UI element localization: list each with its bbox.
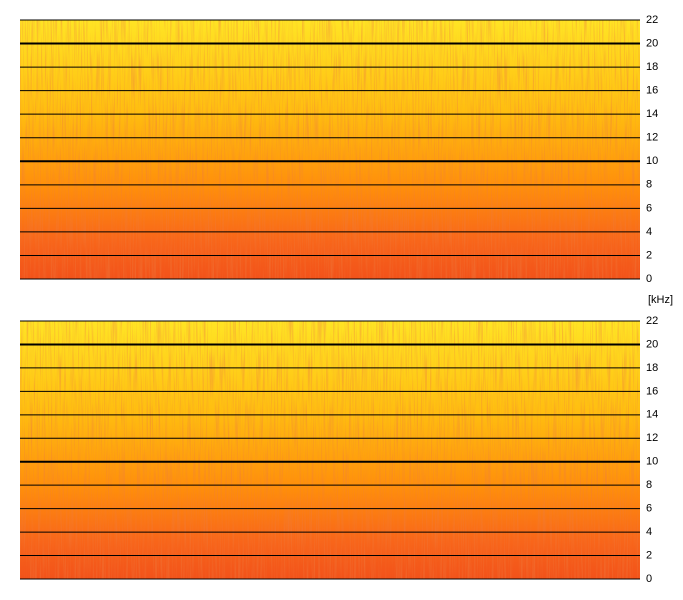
y-tick-label: 2 bbox=[646, 549, 652, 561]
spectrogram-texture bbox=[20, 321, 640, 579]
y-tick-label: 14 bbox=[646, 409, 658, 421]
y-tick-label: 0 bbox=[646, 273, 652, 285]
y-tick-label: 10 bbox=[646, 456, 658, 468]
y-tick-label: 4 bbox=[646, 226, 652, 238]
y-tick-label: 18 bbox=[646, 61, 658, 73]
y-tick-label: 22 bbox=[646, 14, 658, 26]
y-tick-label: 14 bbox=[646, 108, 658, 120]
y-tick-label: 6 bbox=[646, 503, 652, 515]
y-tick-label: 8 bbox=[646, 479, 652, 491]
y-tick-label: 10 bbox=[646, 155, 658, 167]
y-axis-label: [kHz] bbox=[648, 294, 673, 306]
y-tick-label: 12 bbox=[646, 132, 658, 144]
y-tick-label: 16 bbox=[646, 85, 658, 97]
spectrogram-texture bbox=[20, 20, 640, 279]
y-tick-label: 12 bbox=[646, 432, 658, 444]
y-tick-label: 8 bbox=[646, 179, 652, 191]
y-tick-label: 16 bbox=[646, 385, 658, 397]
y-tick-label: 4 bbox=[646, 526, 652, 538]
y-tick-label: 20 bbox=[646, 37, 658, 49]
y-tick-label: 0 bbox=[646, 573, 652, 585]
y-tick-label: 2 bbox=[646, 249, 652, 261]
y-tick-label: 22 bbox=[646, 315, 658, 327]
y-tick-label: 20 bbox=[646, 338, 658, 350]
y-tick-label: 18 bbox=[646, 362, 658, 374]
y-tick-label: 6 bbox=[646, 202, 652, 214]
